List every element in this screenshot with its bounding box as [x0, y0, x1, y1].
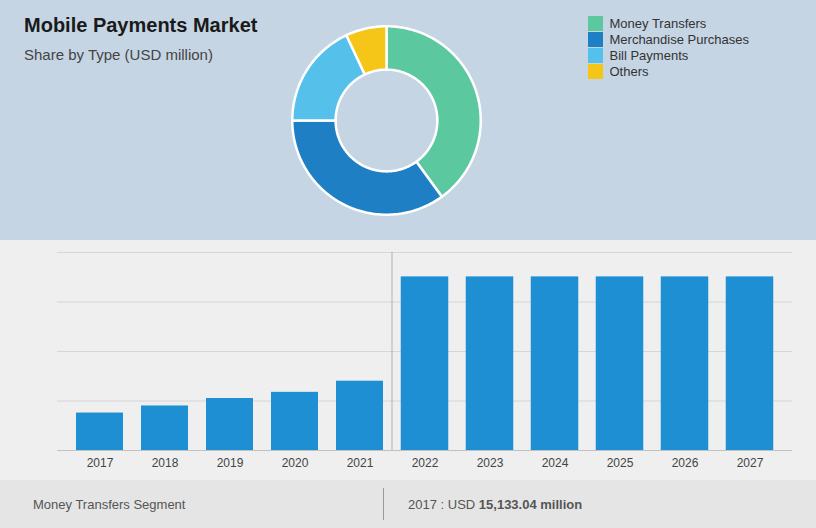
svg-text:2020: 2020: [282, 456, 309, 470]
html-text:Money Transfers Segment: Money Transfers Segment: [33, 496, 186, 512]
svg-text:2019: 2019: [217, 456, 244, 470]
svg-text:2017: 2017: [87, 456, 114, 470]
svg-text:2023: 2023: [477, 456, 504, 470]
svg-text:2027: 2027: [737, 456, 764, 470]
html-text:Mobile Payments Market: Mobile Payments Market: [24, 14, 258, 36]
svg-text:2021: 2021: [347, 456, 374, 470]
svg-text:2026: 2026: [672, 456, 699, 470]
svg-text:2018: 2018: [152, 456, 179, 470]
html-text:Bill Payments: Bill Payments: [609, 48, 689, 63]
html-text:Money Transfers: Money Transfers: [609, 16, 707, 31]
html-text:Merchandise Purchases: Merchandise Purchases: [609, 32, 749, 47]
svg-text:2025: 2025: [607, 456, 634, 470]
html-text:Others: Others: [609, 64, 649, 79]
svg-text:2022: 2022: [412, 456, 439, 470]
html-text:2017 : USD 15,133.04 million: 2017 : USD 15,133.04 million: [408, 496, 583, 512]
svg-text:2024: 2024: [542, 456, 569, 470]
html-text:Share by Type (USD million): Share by Type (USD million): [24, 46, 213, 63]
